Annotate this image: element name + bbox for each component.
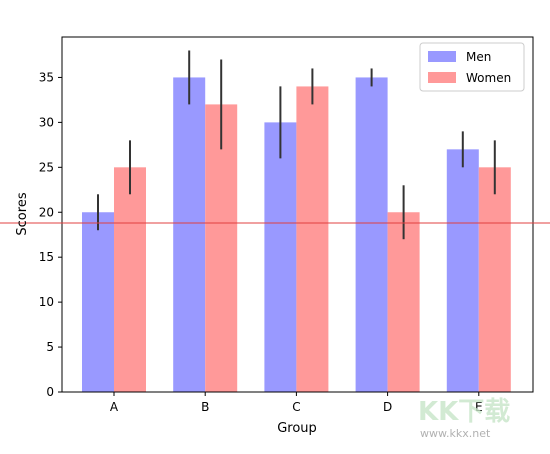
y-tick-label: 10: [39, 295, 54, 309]
plot-frame: [61, 36, 534, 393]
y-tick-label: 20: [39, 205, 54, 219]
x-tick-label: B: [201, 400, 209, 414]
error-bars-layer: [97, 50, 496, 240]
legend: Men Women: [419, 42, 525, 92]
bar-men-d: [355, 77, 388, 392]
watermark-logo-text: KK下载: [418, 397, 510, 427]
legend-swatch-men: [428, 51, 456, 62]
bar-men-c: [264, 122, 297, 392]
y-tick-label: 25: [39, 160, 54, 174]
x-tick-label: C: [292, 400, 300, 414]
legend-label-women: Women: [466, 71, 511, 85]
bar-men-e: [446, 149, 479, 392]
bar-women-e: [478, 167, 511, 392]
bar-women-a: [114, 167, 146, 392]
bar-men-b: [173, 77, 206, 392]
y-tick-label: 30: [39, 115, 54, 129]
y-tick-label: 35: [39, 70, 54, 84]
y-tick-label: 5: [46, 340, 54, 354]
bar-women-b: [205, 104, 238, 392]
legend-swatch-women: [428, 72, 456, 83]
watermark-logo: KK下载 www.kkx.net: [408, 390, 528, 442]
bar-women-d: [387, 212, 420, 392]
y-tick-label: 0: [46, 385, 54, 399]
bar-men-a: [82, 212, 114, 392]
axes-layer: 0 5 10 15 20 25 30 35 A B C D E: [39, 36, 534, 414]
legend-label-men: Men: [466, 50, 491, 64]
bar-women-c: [296, 86, 329, 392]
x-tick-label: D: [383, 400, 392, 414]
watermark-url: www.kkx.net: [420, 427, 491, 440]
bars-layer: [82, 77, 511, 392]
x-tick-label: E: [475, 400, 483, 414]
x-axis-label: Group: [277, 421, 317, 436]
y-tick-label: 15: [39, 250, 54, 264]
watermark-graphic: KK下载 www.kkx.net: [418, 397, 510, 440]
x-tick-label: A: [110, 400, 119, 414]
y-axis-label: Scores: [15, 192, 30, 235]
